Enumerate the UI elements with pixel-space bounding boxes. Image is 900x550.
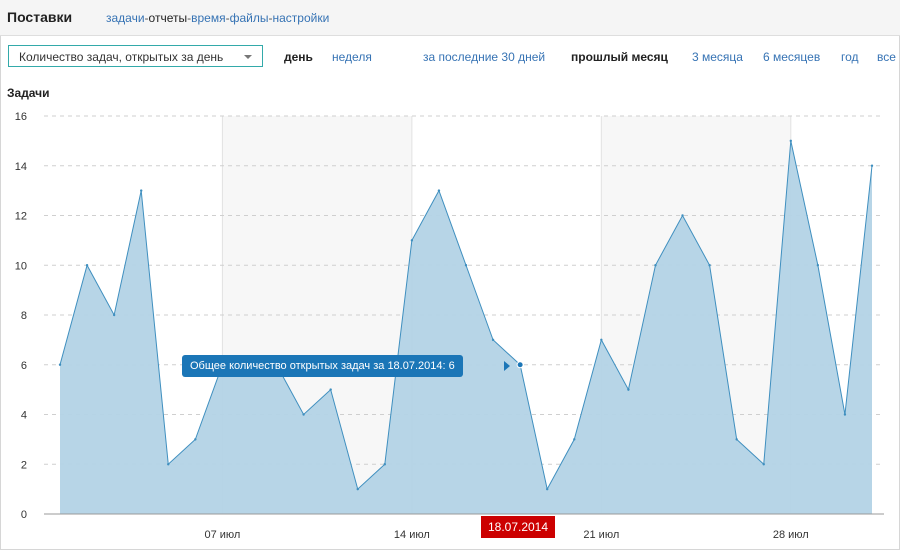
data-point [789,139,792,143]
data-point [464,264,468,267]
series-area [60,140,872,514]
nav-link-reports[interactable]: отчеты [148,11,188,25]
tooltip-arrow [504,361,510,371]
x-tick-label: 21 июл [583,529,619,541]
data-point [383,463,386,466]
data-point [708,264,711,267]
date-marker: 18.07.2014 [481,516,555,538]
data-point [735,438,738,441]
data-point [654,264,657,267]
nav-link-settings[interactable]: настройки [272,11,330,25]
range-all[interactable]: все [877,50,896,64]
range-last-30-days[interactable]: за последние 30 дней [423,50,546,64]
page-title: Поставки [7,9,73,25]
data-point [329,388,332,391]
granularity-day[interactable]: день [284,50,313,64]
data-point [762,463,765,466]
data-point [194,438,197,441]
nav-link-tasks[interactable]: задачи [106,11,145,25]
y-tick-label: 14 [15,161,27,173]
highlighted-point [516,361,524,369]
y-tick-label: 12 [15,211,27,223]
y-tick-label: 4 [21,410,27,422]
data-point [816,264,820,267]
range-year[interactable]: год [841,50,859,64]
nav-link-time[interactable]: время [191,11,226,25]
y-tick-label: 8 [21,310,27,322]
range-6-months[interactable]: 6 месяцев [763,50,821,64]
x-tick-label: 28 июл [773,529,809,541]
data-point [573,438,576,441]
y-tick-label: 16 [15,111,27,123]
chevron-down-icon [244,55,252,59]
x-tick-label: 14 июл [394,529,430,541]
header-bar: Поставки задачи-отчеты-время-файлы-настр… [0,0,900,36]
data-point [85,264,89,267]
range-last-month[interactable]: прошлый месяц [571,50,668,64]
granularity-week[interactable]: неделя [332,50,372,64]
data-point [843,413,847,416]
data-point [437,189,441,192]
metric-select[interactable]: Количество задач, открытых за день [8,45,263,67]
y-axis-title: Задачи [7,86,50,100]
data-point [600,338,603,342]
y-tick-label: 0 [21,509,27,521]
x-tick-label: 07 июл [204,529,240,541]
y-tick-label: 6 [21,360,27,372]
data-point [681,214,684,217]
point-tooltip: Общее количество открытых задач за 18.07… [182,355,463,377]
data-point [140,189,143,192]
data-point [302,413,305,416]
data-point [356,487,359,491]
data-point [870,164,874,167]
data-point [58,363,62,366]
data-point [112,313,116,317]
data-point [167,463,170,466]
y-tick-label: 10 [15,260,27,272]
metric-select-value: Количество задач, открытых за день [19,50,224,64]
data-point [546,487,549,491]
nav-link-files[interactable]: файлы [229,11,269,25]
y-tick-label: 2 [21,459,27,471]
data-point [491,338,495,342]
data-point [410,239,414,242]
range-3-months[interactable]: 3 месяца [692,50,743,64]
data-point [627,388,630,391]
main-nav: задачи-отчеты-время-файлы-настройки [106,11,330,25]
